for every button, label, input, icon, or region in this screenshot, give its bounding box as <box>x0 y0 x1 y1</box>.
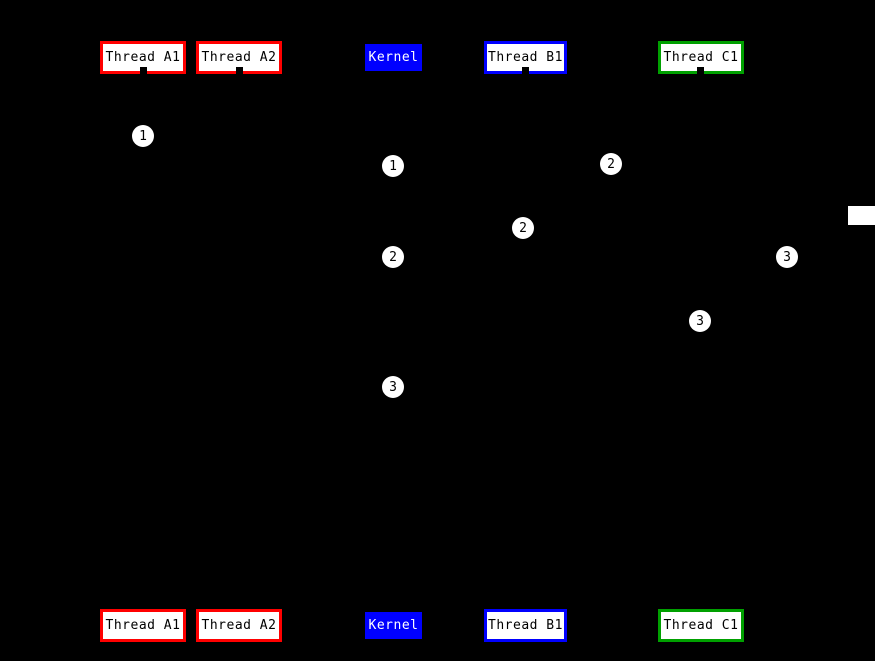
step-marker-label: 2 <box>519 220 527 236</box>
participant-box-kernel-top: Kernel <box>365 44 422 71</box>
step-marker-label: 2 <box>607 156 615 172</box>
step-marker: 2 <box>600 153 622 175</box>
participant-label: Thread C1 <box>663 618 739 633</box>
participant-label: Thread B1 <box>488 50 563 65</box>
participant-label: Kernel <box>368 618 419 633</box>
step-marker-label: 1 <box>389 158 397 174</box>
step-marker-label: 2 <box>389 249 397 265</box>
step-marker: 1 <box>382 155 404 177</box>
step-marker: 3 <box>689 310 711 332</box>
step-marker: 3 <box>776 246 798 268</box>
participant-label: Thread A2 <box>201 618 277 633</box>
lifeline-stub <box>697 67 704 78</box>
participant-box-thread-c1-bottom: Thread C1 <box>658 609 744 642</box>
participant-label: Thread A1 <box>105 50 181 65</box>
step-marker-label: 3 <box>389 379 397 395</box>
step-marker: 3 <box>382 376 404 398</box>
lifeline-stub <box>236 67 243 78</box>
lifeline-stub <box>522 67 529 78</box>
participant-box-thread-a2-bottom: Thread A2 <box>196 609 282 642</box>
participant-box-thread-a1-bottom: Thread A1 <box>100 609 186 642</box>
step-marker-label: 3 <box>696 313 704 329</box>
step-marker: 2 <box>382 246 404 268</box>
clipped-white-box <box>848 206 875 225</box>
participant-label: Thread A2 <box>201 50 277 65</box>
step-marker: 1 <box>132 125 154 147</box>
step-marker-label: 3 <box>783 249 791 265</box>
step-marker: 2 <box>512 217 534 239</box>
lifeline-stub <box>140 67 147 78</box>
participant-box-kernel-bottom: Kernel <box>365 612 422 639</box>
participant-box-thread-b1-bottom: Thread B1 <box>484 609 567 642</box>
participant-label: Kernel <box>368 50 419 65</box>
participant-label: Thread B1 <box>488 618 563 633</box>
participant-label: Thread C1 <box>663 50 739 65</box>
participant-label: Thread A1 <box>105 618 181 633</box>
step-marker-label: 1 <box>139 128 147 144</box>
